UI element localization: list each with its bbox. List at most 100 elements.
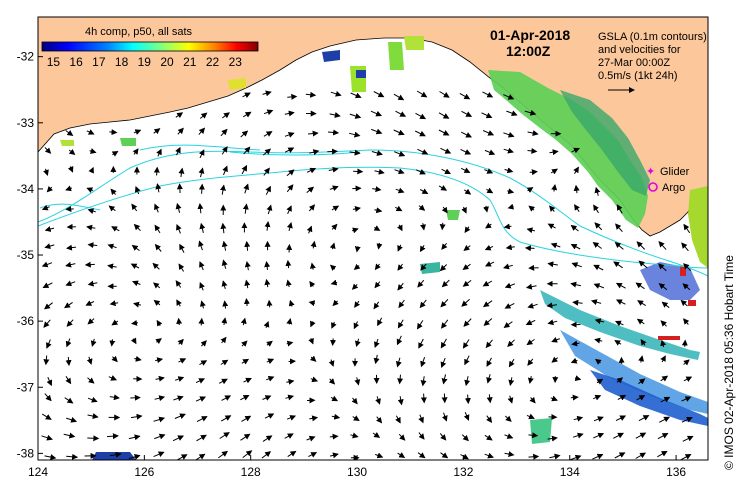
velocity-arrow [240, 317, 247, 326]
velocity-arrow [134, 355, 142, 362]
velocity-arrow [418, 414, 424, 424]
velocity-arrow [397, 319, 404, 329]
velocity-arrow [507, 339, 515, 347]
velocity-arrow [462, 263, 471, 270]
velocity-arrow [199, 360, 208, 366]
velocity-arrow [219, 432, 230, 439]
velocity-arrow [178, 358, 187, 364]
velocity-arrow [376, 242, 383, 250]
velocity-arrow [286, 340, 294, 347]
velocity-arrow [66, 244, 77, 251]
velocity-arrow [440, 299, 449, 308]
velocity-arrow [507, 188, 515, 195]
velocity-arrow [594, 318, 605, 325]
x-tick-label: 136 [666, 465, 686, 479]
velocity-arrow [526, 187, 534, 193]
velocity-arrow [287, 93, 298, 100]
velocity-arrow [638, 260, 648, 269]
velocity-arrow [284, 147, 295, 153]
sst-patch-north-3 [404, 36, 424, 50]
velocity-arrow [240, 130, 249, 138]
velocity-arrow [284, 110, 295, 117]
velocity-arrow [441, 412, 448, 422]
velocity-arrow [658, 283, 668, 291]
velocity-arrow [504, 451, 515, 457]
velocity-arrow [616, 204, 623, 214]
velocity-arrow [65, 261, 76, 268]
velocity-arrow [222, 165, 228, 176]
velocity-arrow [331, 205, 340, 212]
glider-label: Glider [660, 166, 690, 178]
velocity-arrow [376, 416, 383, 424]
velocity-arrow [221, 112, 230, 119]
velocity-arrow [179, 243, 185, 253]
velocity-arrow [638, 355, 645, 363]
velocity-arrow [309, 355, 317, 362]
velocity-arrow [615, 415, 627, 422]
velocity-arrow [420, 393, 427, 404]
velocity-arrow [440, 319, 449, 329]
velocity-arrow [42, 282, 53, 288]
velocity-arrow [351, 283, 359, 290]
velocity-arrow [156, 319, 163, 327]
velocity-arrow [65, 356, 72, 367]
velocity-arrow [613, 432, 624, 439]
velocity-arrow [175, 202, 182, 213]
y-tick-label: -32 [17, 50, 35, 64]
map-time: 12:00Z [506, 43, 551, 59]
legend-line-1: GSLA (0.1m contours) [598, 31, 707, 43]
y-tick-label: -37 [17, 380, 35, 394]
velocity-arrow [110, 188, 117, 196]
velocity-arrow [526, 227, 536, 234]
velocity-arrow [243, 377, 252, 384]
velocity-arrow [484, 168, 494, 174]
velocity-arrow [527, 358, 534, 366]
velocity-arrow [173, 395, 184, 402]
velocity-arrow [263, 131, 273, 137]
velocity-arrow [86, 224, 96, 231]
velocity-arrow [176, 317, 183, 326]
velocity-arrow [87, 242, 98, 249]
velocity-arrow [505, 244, 515, 251]
velocity-arrow [86, 356, 93, 365]
velocity-arrow [374, 168, 385, 175]
velocity-arrow [681, 396, 692, 402]
velocity-arrow [87, 377, 95, 384]
velocity-arrow [244, 240, 251, 251]
velocity-arrow [66, 416, 78, 423]
velocity-arrow [265, 185, 271, 195]
velocity-arrow [483, 318, 493, 326]
velocity-arrow [221, 259, 228, 269]
velocity-arrow [331, 321, 337, 329]
colorbar-label: 23 [229, 55, 243, 69]
x-tick-label: 128 [241, 465, 261, 479]
velocity-arrow [263, 167, 270, 176]
velocity-arrow [329, 452, 339, 459]
velocity-arrow [328, 166, 339, 173]
velocity-arrow [441, 242, 448, 250]
velocity-arrow [393, 129, 405, 136]
velocity-arrow [418, 204, 426, 211]
velocity-arrow [550, 242, 561, 249]
velocity-arrow [460, 167, 471, 173]
velocity-arrow [464, 355, 470, 366]
velocity-arrow [441, 168, 451, 175]
velocity-arrow [395, 205, 403, 212]
velocity-arrow [284, 132, 295, 138]
velocity-arrow [310, 240, 317, 249]
sst-patch-north-1 [350, 66, 366, 92]
velocity-arrow [242, 92, 251, 99]
velocity-arrow [308, 337, 314, 345]
velocity-arrow [528, 453, 540, 460]
velocity-arrow [133, 129, 142, 135]
velocity-arrow [459, 92, 471, 100]
velocity-arrow [350, 432, 359, 439]
velocity-arrow [306, 186, 315, 193]
velocity-arrow [65, 376, 72, 385]
velocity-arrow [570, 244, 581, 250]
velocity-arrow [349, 149, 361, 156]
velocity-arrow [486, 357, 493, 367]
velocity-arrow [44, 454, 57, 460]
velocity-arrow [613, 261, 623, 269]
velocity-arrow [373, 301, 380, 310]
